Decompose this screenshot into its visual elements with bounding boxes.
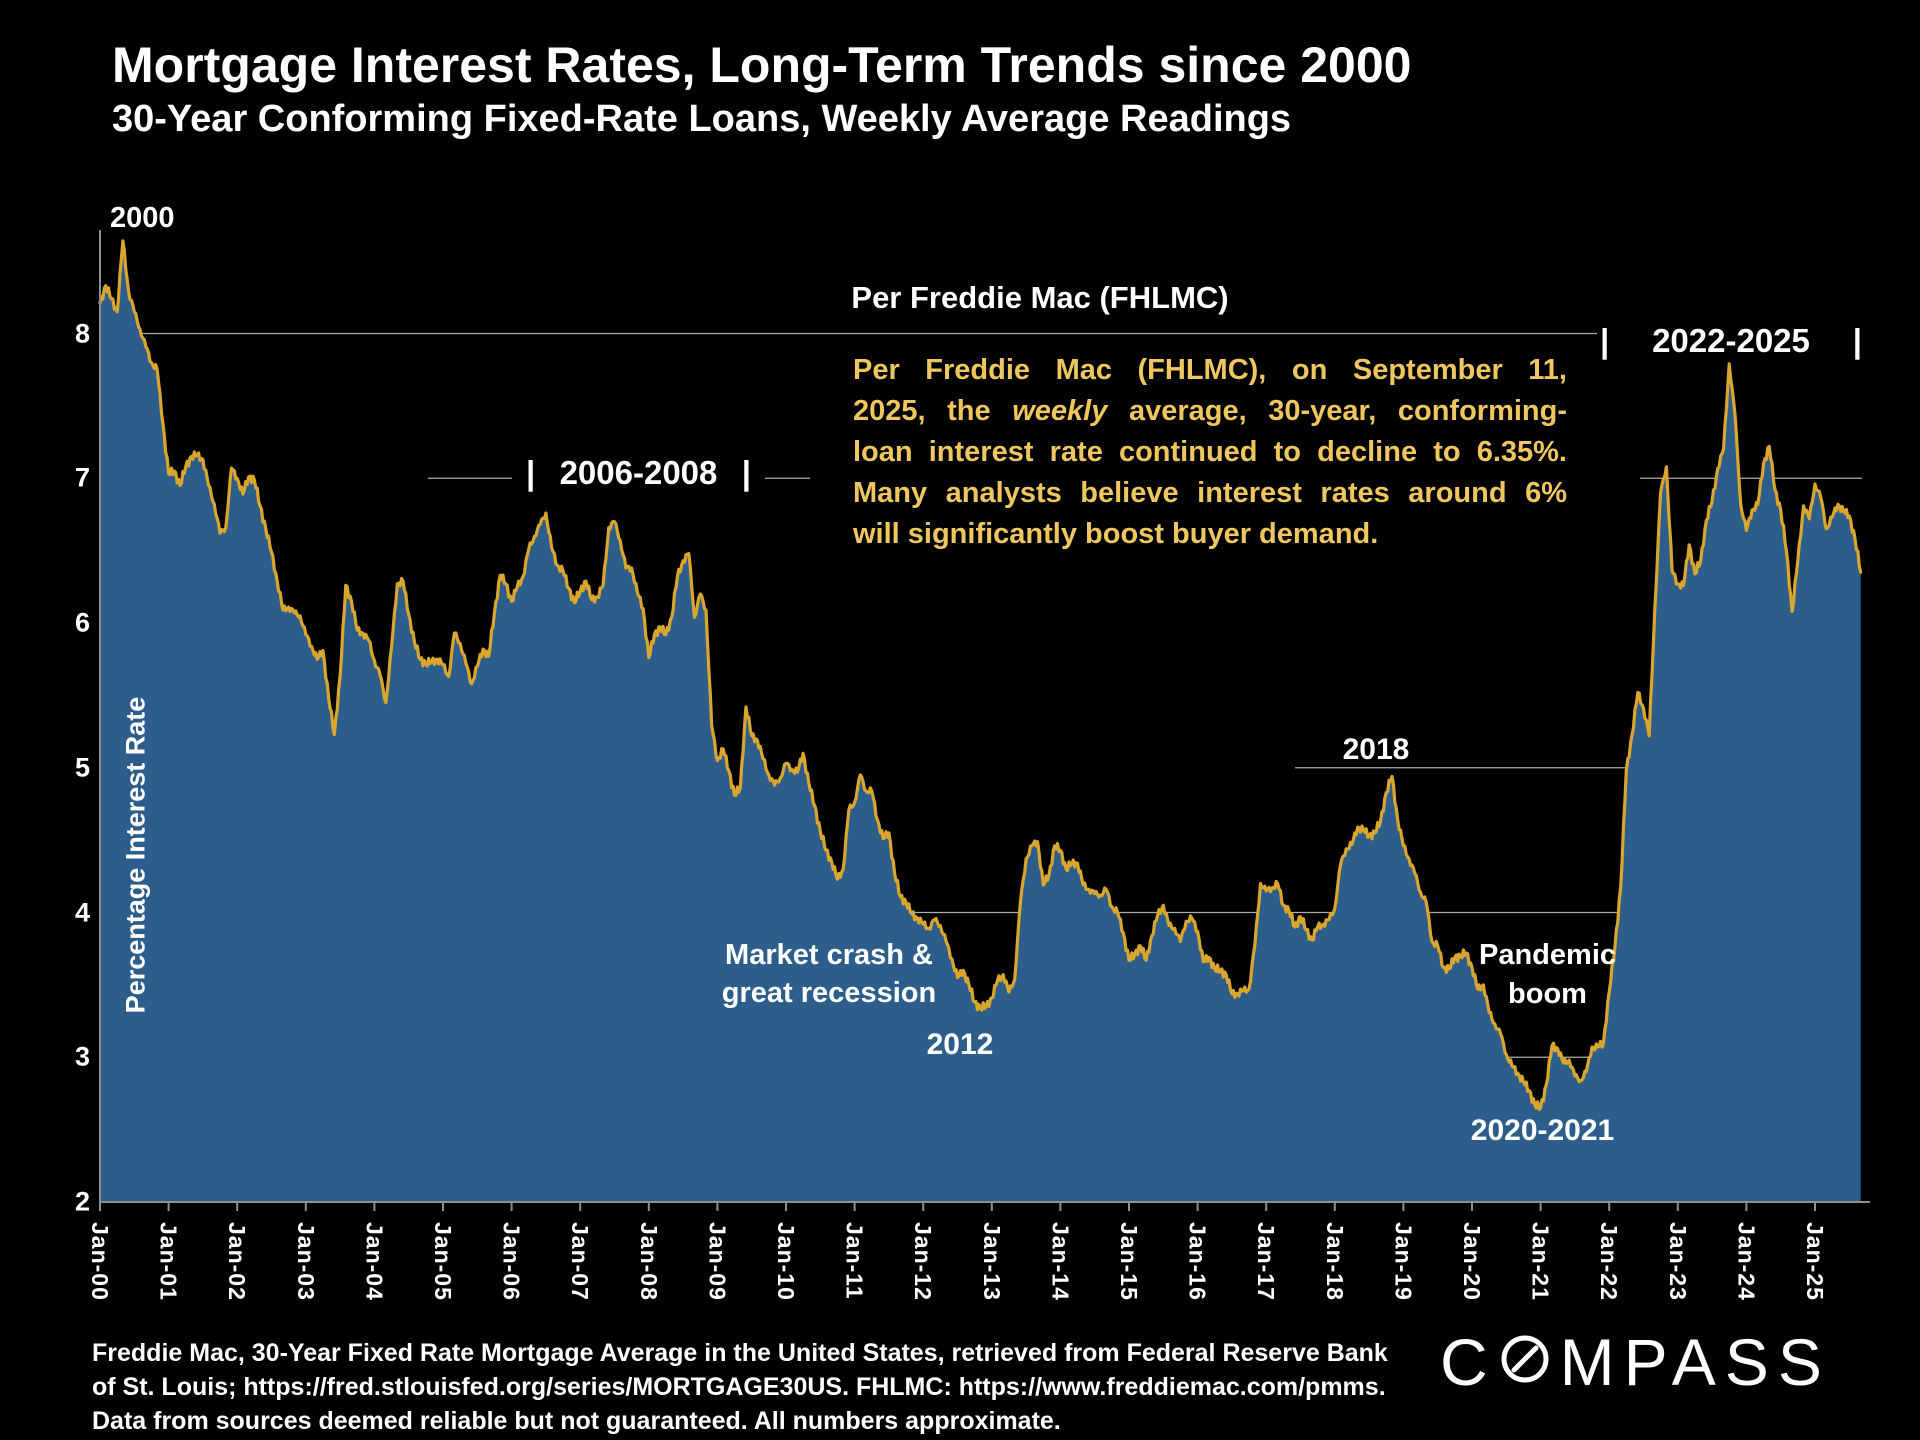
x-axis-label-Jan-23: Jan-23 [1664, 1222, 1691, 1301]
x-axis-label-Jan-24: Jan-24 [1733, 1222, 1760, 1301]
y-axis-label-6: 6 [74, 607, 90, 638]
compass-logo: C MPASS [1440, 1322, 1831, 1402]
page-subtitle: 30-Year Conforming Fixed-Rate Loans, Wee… [112, 98, 1292, 140]
x-axis-label-Jan-12: Jan-12 [910, 1222, 937, 1301]
annotation-2006-2008-label: 2006-2008 [559, 454, 718, 491]
source-line-2: of St. Louis; https://fred.stlouisfed.or… [92, 1373, 1386, 1401]
annotation-2006-2008: | 2006-2008 | [512, 452, 765, 494]
y-axis-label-2: 2 [74, 1186, 90, 1217]
y-axis-label-8: 8 [74, 318, 90, 348]
callout-line-2-pre: 2025, the [853, 395, 1013, 427]
right-pipe: | [1852, 322, 1862, 359]
y-axis-label-7: 7 [74, 462, 90, 493]
x-axis-label-Jan-06: Jan-06 [498, 1222, 525, 1301]
x-axis-label-Jan-17: Jan-17 [1253, 1222, 1280, 1301]
annotation-2022-2025-label: 2022-2025 [1652, 322, 1810, 359]
annotation-market-crash: Market crash & great recession [700, 936, 958, 1012]
callout-paragraph: Per Freddie Mac (FHLMC), on September 11… [853, 350, 1567, 555]
callout-line-5: will significantly boost buyer demand. [853, 518, 1379, 550]
callout-line-4: Many analysts believe interest rates aro… [853, 477, 1567, 509]
logo-text-mpass: MPASS [1559, 1325, 1831, 1399]
annotation-2000: 2000 [110, 202, 175, 234]
annotation-pandemic-line1: Pandemic [1479, 939, 1616, 971]
x-axis-label-Jan-21: Jan-21 [1527, 1222, 1554, 1301]
rate-area-fill [100, 240, 1861, 1202]
compass-needle-o-icon [1499, 1324, 1551, 1400]
x-axis-label-Jan-08: Jan-08 [635, 1222, 662, 1301]
x-axis-label-Jan-20: Jan-20 [1459, 1222, 1485, 1301]
x-axis-label-Jan-15: Jan-15 [1116, 1222, 1142, 1301]
source-line-3: Data from sources deemed reliable but no… [92, 1407, 1061, 1435]
x-axis-label-Jan-02: Jan-02 [224, 1222, 251, 1301]
annotation-market-crash-line2: great recession [721, 977, 937, 1009]
x-axis-label-Jan-04: Jan-04 [361, 1222, 388, 1301]
left-pipe: | [526, 454, 536, 491]
x-axis-label-Jan-05: Jan-05 [430, 1222, 456, 1301]
x-axis-label-Jan-07: Jan-07 [567, 1222, 594, 1301]
y-axis-label-5: 5 [74, 752, 90, 783]
left-pipe: | [1600, 322, 1610, 359]
y-axis-title: Percentage Interest Rate [120, 696, 151, 1014]
x-axis-label-Jan-01: Jan-01 [155, 1222, 182, 1301]
callout-line-2-post: average, 30-year, conforming- [1107, 395, 1567, 427]
y-axis-label-4: 4 [74, 897, 90, 927]
x-axis-label-Jan-19: Jan-19 [1390, 1222, 1417, 1301]
x-axis-label-Jan-09: Jan-09 [704, 1222, 731, 1301]
x-axis-label-Jan-18: Jan-18 [1321, 1222, 1348, 1301]
annotation-2022-2025: | 2022-2025 | [1600, 322, 1862, 360]
annotation-2020-2021: 2020-2021 [1470, 1114, 1615, 1147]
callout-line-1: Per Freddie Mac (FHLMC), on September 11… [853, 354, 1567, 386]
rate-line [98, 239, 1863, 1111]
callout-heading: Per Freddie Mac (FHLMC) [851, 280, 1229, 315]
logo-text-c: C [1440, 1325, 1497, 1399]
annotation-market-crash-line1: Market crash & [725, 939, 933, 971]
chart-axes [99, 230, 1870, 1211]
annotation-pandemic-line2: boom [1508, 978, 1587, 1010]
x-axis-label-Jan-00: Jan-00 [87, 1222, 113, 1301]
x-axis-label-Jan-11: Jan-11 [841, 1222, 868, 1300]
x-axis-label-Jan-10: Jan-10 [773, 1222, 799, 1301]
x-axis-label-Jan-03: Jan-03 [292, 1222, 319, 1301]
x-axis-label-Jan-16: Jan-16 [1184, 1222, 1211, 1301]
source-line-1: Freddie Mac, 30-Year Fixed Rate Mortgage… [92, 1339, 1388, 1367]
y-axis-label-3: 3 [74, 1041, 90, 1072]
annotation-pandemic-boom: Pandemic boom [1445, 936, 1650, 1014]
callout-line-2: 2025, the weekly average, 30-year, confo… [853, 391, 1567, 432]
x-axis-label-Jan-25: Jan-25 [1802, 1222, 1828, 1301]
annotation-2012: 2012 [926, 1028, 994, 1061]
x-axis-label-Jan-13: Jan-13 [978, 1222, 1005, 1301]
page-title: Mortgage Interest Rates, Long-Term Trend… [112, 37, 1412, 93]
x-axis-label-Jan-22: Jan-22 [1596, 1222, 1623, 1301]
annotation-2018: 2018 [1342, 733, 1410, 766]
callout-line-3: loan interest rate continued to decline … [853, 436, 1567, 468]
source-footnote: Freddie Mac, 30-Year Fixed Rate Mortgage… [92, 1336, 1388, 1438]
x-axis-label-Jan-14: Jan-14 [1047, 1222, 1074, 1301]
right-pipe: | [741, 454, 751, 491]
callout-line-2-italic: weekly [1012, 395, 1108, 427]
